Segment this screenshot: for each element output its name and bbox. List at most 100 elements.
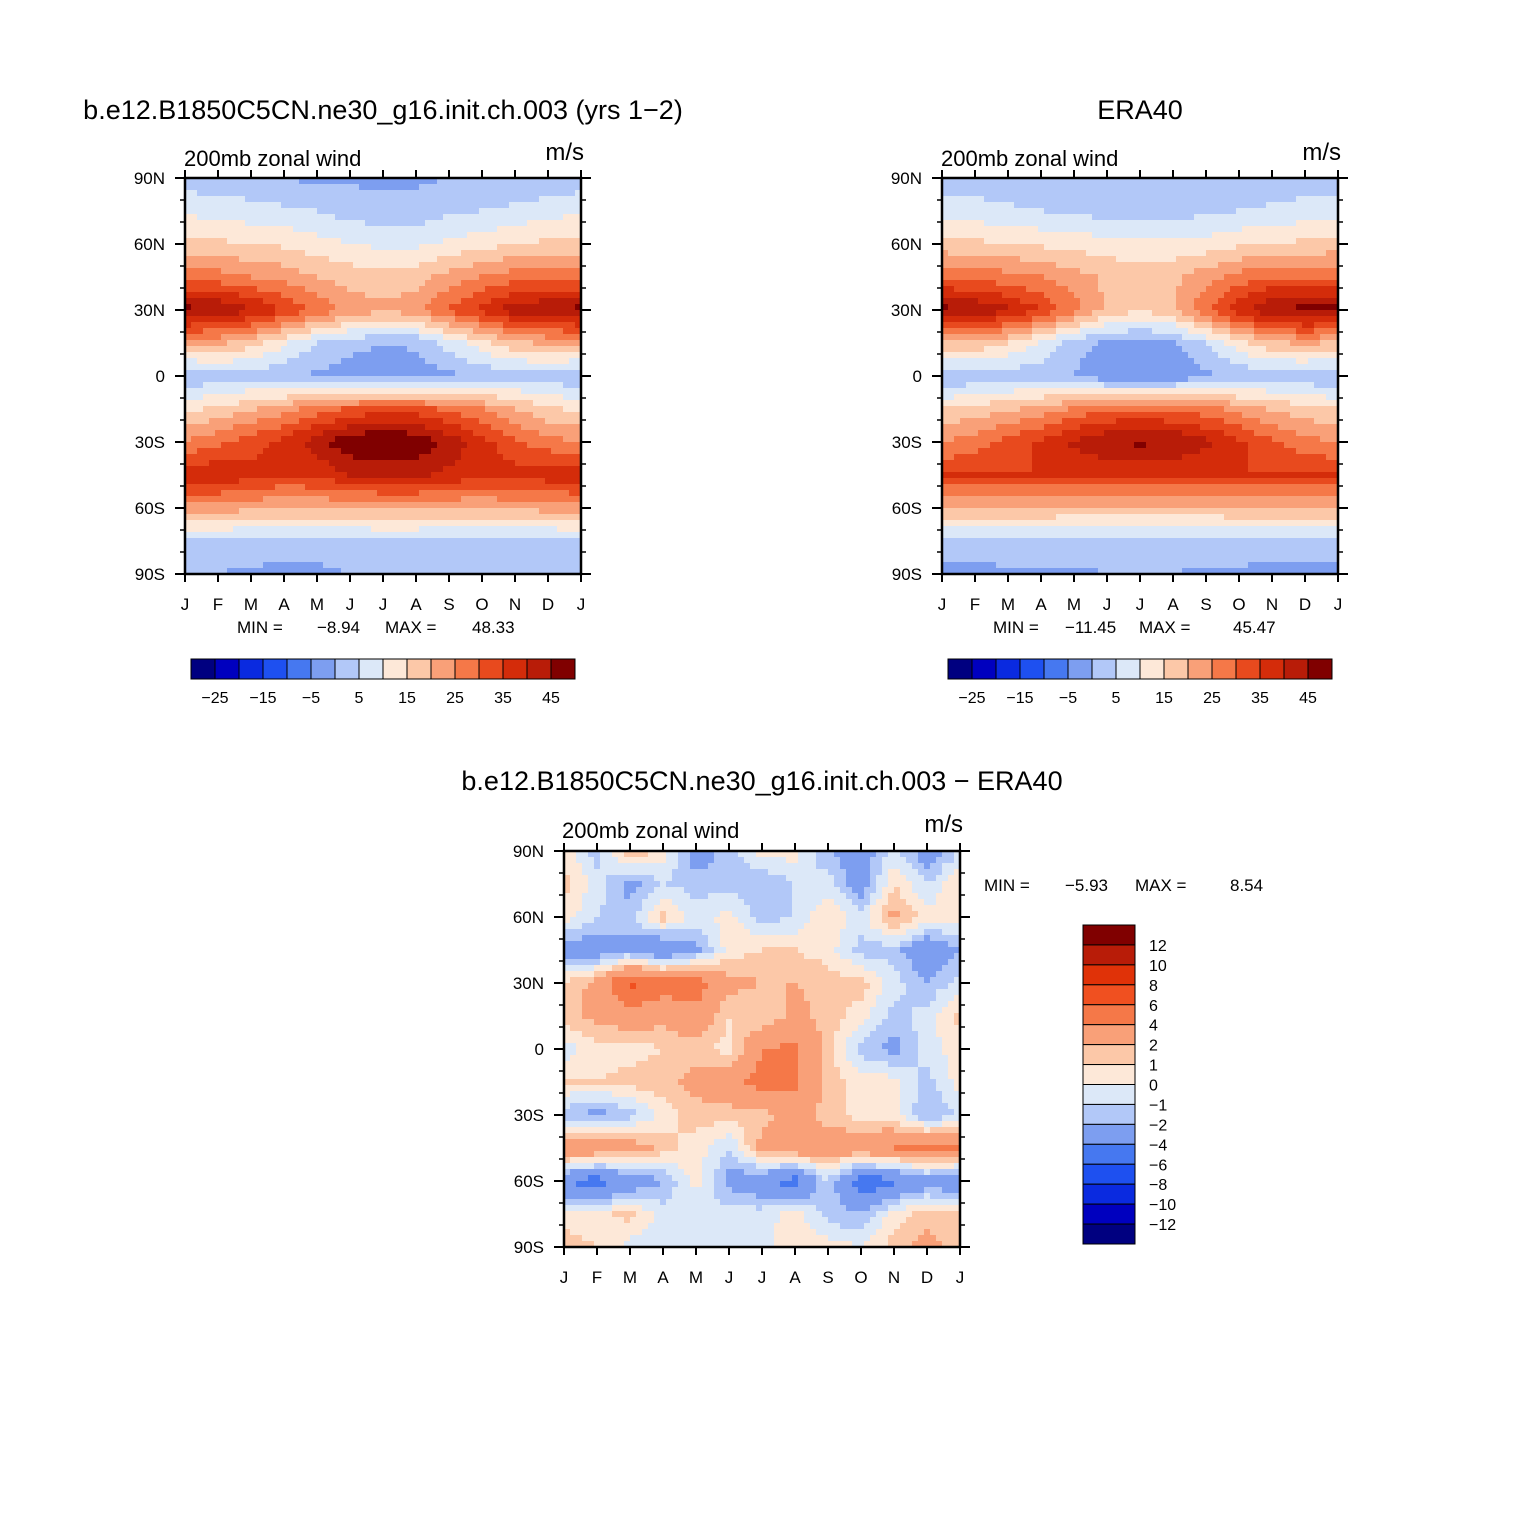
contour-cell bbox=[329, 388, 336, 395]
contour-cell bbox=[521, 526, 528, 533]
contour-cell bbox=[197, 262, 204, 269]
contour-cell bbox=[245, 412, 252, 419]
contour-cell bbox=[305, 268, 312, 275]
contour-cell bbox=[539, 214, 546, 221]
x-tick-label: N bbox=[509, 595, 521, 614]
contour-cell bbox=[203, 424, 210, 431]
contour-cell bbox=[533, 502, 540, 509]
contour-cell bbox=[485, 448, 492, 455]
contour-cell bbox=[383, 208, 390, 215]
contour-cell bbox=[209, 316, 216, 323]
contour-cell bbox=[353, 244, 360, 251]
contour-cell bbox=[287, 508, 294, 515]
contour-cell bbox=[431, 274, 438, 281]
contour-cell bbox=[563, 430, 570, 437]
contour-cell bbox=[311, 340, 318, 347]
contour-cell bbox=[449, 526, 456, 533]
contour-cell bbox=[263, 238, 270, 245]
contour-cell bbox=[1038, 202, 1045, 209]
contour-cell bbox=[245, 436, 252, 443]
contour-cell bbox=[419, 448, 426, 455]
contour-cell bbox=[479, 292, 486, 299]
contour-cell bbox=[1212, 214, 1219, 221]
contour-cell bbox=[305, 550, 312, 557]
contour-cell bbox=[305, 418, 312, 425]
contour-cell bbox=[485, 496, 492, 503]
contour-cell bbox=[335, 496, 342, 503]
contour-cell bbox=[323, 466, 330, 473]
contour-field bbox=[942, 178, 1339, 575]
contour-cell bbox=[545, 376, 552, 383]
contour-cell bbox=[407, 256, 414, 263]
contour-cell bbox=[521, 502, 528, 509]
contour-cell bbox=[251, 220, 258, 227]
contour-cell bbox=[461, 442, 468, 449]
contour-cell bbox=[389, 244, 396, 251]
contour-cell bbox=[419, 196, 426, 203]
contour-cell bbox=[275, 544, 282, 551]
contour-cell bbox=[443, 232, 450, 239]
contour-cell bbox=[305, 508, 312, 515]
contour-cell bbox=[299, 514, 306, 521]
contour-cell bbox=[185, 274, 192, 281]
contour-cell bbox=[245, 550, 252, 557]
contour-cell bbox=[539, 550, 546, 557]
contour-cell bbox=[563, 340, 570, 347]
contour-cell bbox=[461, 376, 468, 383]
contour-cell bbox=[1164, 220, 1171, 227]
contour-cell bbox=[485, 256, 492, 263]
contour-cell bbox=[371, 454, 378, 461]
contour-cell bbox=[311, 490, 318, 497]
contour-cell bbox=[1038, 178, 1045, 185]
contour-cell bbox=[563, 322, 570, 329]
contour-cell bbox=[1308, 196, 1315, 203]
contour-cell bbox=[557, 250, 564, 257]
contour-cell bbox=[407, 298, 414, 305]
contour-cell bbox=[227, 286, 234, 293]
contour-cell bbox=[521, 328, 528, 335]
contour-cell bbox=[269, 556, 276, 563]
contour-cell bbox=[1242, 220, 1249, 227]
contour-cell bbox=[245, 448, 252, 455]
contour-cell bbox=[329, 292, 336, 299]
contour-cell bbox=[281, 244, 288, 251]
contour-cell bbox=[209, 472, 216, 479]
contour-cell bbox=[191, 412, 198, 419]
contour-cell bbox=[269, 400, 276, 407]
contour-cell bbox=[395, 190, 402, 197]
contour-cell bbox=[503, 502, 510, 509]
contour-cell bbox=[269, 256, 276, 263]
contour-cell bbox=[437, 568, 444, 575]
contour-cell bbox=[479, 496, 486, 503]
contour-cell bbox=[569, 268, 576, 275]
contour-cell bbox=[221, 238, 228, 245]
contour-cell bbox=[383, 490, 390, 497]
contour-cell bbox=[383, 196, 390, 203]
contour-cell bbox=[473, 256, 480, 263]
contour-cell bbox=[1104, 178, 1111, 185]
contour-cell bbox=[329, 526, 336, 533]
contour-cell bbox=[383, 520, 390, 527]
contour-cell bbox=[521, 406, 528, 413]
contour-cell bbox=[449, 328, 456, 335]
contour-cell bbox=[491, 406, 498, 413]
contour-cell bbox=[269, 280, 276, 287]
contour-cell bbox=[395, 484, 402, 491]
contour-cell bbox=[263, 382, 270, 389]
contour-cell bbox=[377, 256, 384, 263]
contour-cell bbox=[431, 550, 438, 557]
contour-cell bbox=[353, 508, 360, 515]
contour-cell bbox=[317, 478, 324, 485]
contour-cell bbox=[335, 364, 342, 371]
contour-cell bbox=[299, 556, 306, 563]
contour-cell bbox=[575, 568, 582, 575]
contour-cell bbox=[984, 220, 991, 227]
contour-cell bbox=[335, 502, 342, 509]
contour-cell bbox=[317, 394, 324, 401]
contour-cell bbox=[509, 484, 516, 491]
contour-cell bbox=[954, 196, 961, 203]
contour-cell bbox=[521, 424, 528, 431]
contour-cell bbox=[323, 214, 330, 221]
contour-cell bbox=[287, 466, 294, 473]
contour-cell bbox=[545, 424, 552, 431]
